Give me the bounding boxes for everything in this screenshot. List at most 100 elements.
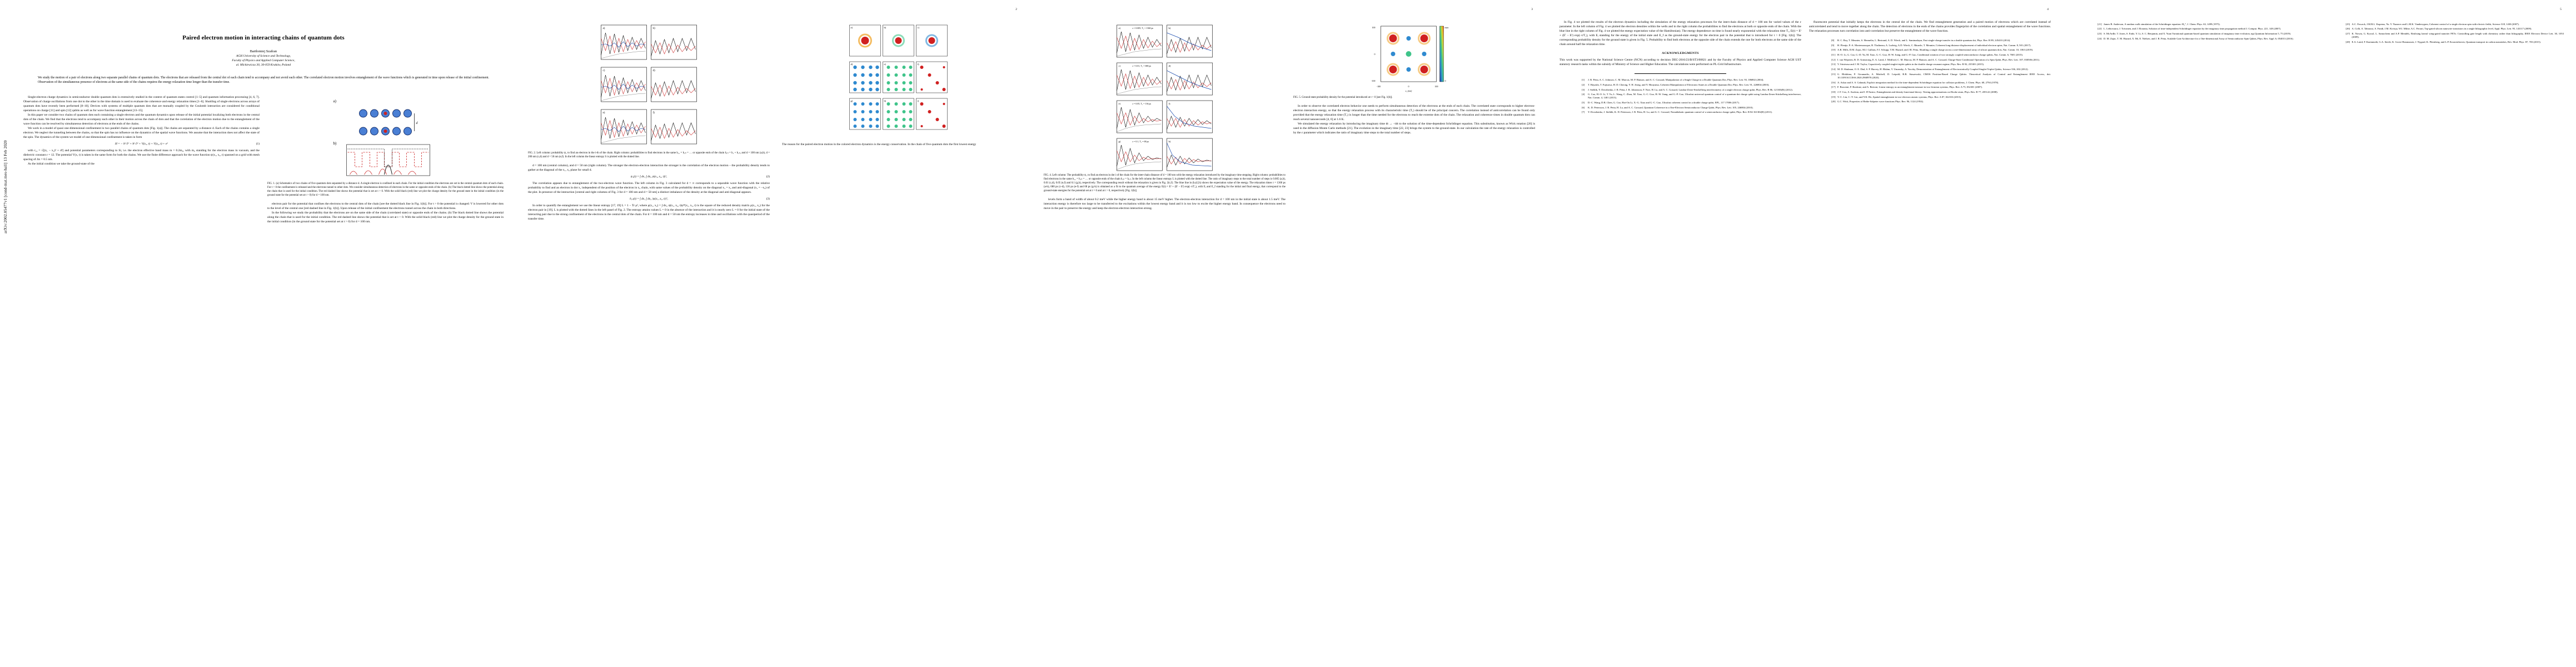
svg-text:g): g) bbox=[1119, 140, 1121, 143]
page-3: 3 a) ε = 0.005, T₁ = 1360 ps bbox=[1032, 0, 1547, 667]
svg-text:0: 0 bbox=[1408, 85, 1409, 88]
equation-2: ψ₁(t) = ∫ dx₁ ∫ dx₂ ψ(x₁, x₂, t)|², (2) bbox=[630, 175, 770, 178]
page-number: 2 bbox=[1015, 8, 1017, 11]
paragraph: In order to quantify the entanglement we… bbox=[528, 203, 770, 221]
figure-1-graphic: a) bbox=[267, 97, 504, 180]
figure-2-caption: FIG. 2. Left column: probability ψ₁ to f… bbox=[528, 152, 770, 158]
reference-item: [3] J. Stehlik, Y. Dovzhenko, J. R. Petta… bbox=[1582, 88, 1793, 91]
svg-text:e): e) bbox=[884, 63, 886, 66]
colorbar-min-label: 0 bbox=[1445, 79, 1446, 82]
svg-text:h): h) bbox=[1169, 140, 1171, 143]
paragraph: levels form a band of width of about 0.2… bbox=[1044, 197, 1285, 210]
svg-text:c): c) bbox=[1119, 64, 1121, 67]
paragraph: electron pair for the potential that con… bbox=[267, 202, 504, 210]
page1-column-2: a) bbox=[267, 95, 504, 224]
reference-list-part2: [8] B. C. Roy, T. Meunier, S. Hermelin, L… bbox=[1809, 39, 2051, 104]
paragraph: The correlation appears due to entanglem… bbox=[528, 181, 770, 194]
paragraph: Single-electron charge dynamics in semic… bbox=[23, 95, 260, 112]
reference-item: [16] A. Askar and A. S. Cakmak, Explicit … bbox=[1831, 81, 1999, 84]
svg-text:f): f) bbox=[653, 112, 655, 115]
rule-divider bbox=[1634, 73, 1727, 74]
reference-item: [19] Y.-C. Lin, C.-Y. Lin, and Y.K. Ho, S… bbox=[1831, 95, 1962, 98]
paragraph: The reason for the paired electron motio… bbox=[782, 143, 976, 146]
svg-text:e): e) bbox=[1119, 102, 1121, 105]
page-number: 4 bbox=[2047, 8, 2049, 11]
svg-text:f): f) bbox=[1169, 102, 1171, 105]
svg-text:100: 100 bbox=[1372, 26, 1376, 29]
reference-item: [18] J. F. Cox, A. Szafran, and I. D'Amic… bbox=[1831, 91, 1998, 94]
reference-item: [5] D.-C. Wang, D.B. Chen, G. Cao, Hai-Ou… bbox=[1582, 101, 1740, 104]
reference-item: [13] V. Srinivasa and J. M. Taylor, Capac… bbox=[1831, 63, 1985, 66]
author-name: Bartłomiej Szafran bbox=[250, 49, 277, 53]
equation-3: h₁ₙ(t) = ∫ dx₁ ∫ dx₂ |ψ(x₁, x₂, t)|², (3… bbox=[630, 197, 770, 201]
reference-item: [26] A. Colli, A. Taboussi, A. Fandi, J.M… bbox=[2345, 27, 2532, 31]
dot-chain-lower bbox=[359, 127, 412, 136]
reference-list-part4: [25] A.C. Fowack, J.M.R.L. Kuperus, Yu. V… bbox=[2324, 23, 2564, 44]
svg-text:d): d) bbox=[653, 69, 656, 72]
paragraph: In Fig. 4 we plotted the results of the … bbox=[1559, 21, 1801, 47]
reference-item: [24] D. M. Zajac, T. M. Hazard, X. Mi, E.… bbox=[2097, 37, 2294, 40]
equation-1: H = − ħ² ∂² + ħ² ∂² + V(x₁, t) + V(x₂, t… bbox=[114, 142, 260, 146]
svg-text:h): h) bbox=[884, 99, 886, 102]
reference-item: [10] A.R. Mills, D.M. Zajac, M.J. Gullans… bbox=[1831, 48, 2034, 52]
reference-list-part1: [1] J. R. Petta, A. C. Johnson, C. M. Mar… bbox=[1559, 78, 1801, 115]
page2-column-2: a) b) c) bbox=[778, 20, 1019, 221]
figure-5-caption: FIG. 5. Ground-state probability density… bbox=[1293, 96, 1393, 99]
svg-text:x₁ (nm): x₁ (nm) bbox=[1405, 89, 1412, 92]
svg-text:ε = 0.05, T₁ = 136 ps: ε = 0.05, T₁ = 136 ps bbox=[1133, 102, 1152, 106]
fig3-panels: a) b) c) bbox=[849, 24, 948, 130]
dot-chain-upper bbox=[359, 109, 412, 118]
svg-text:e): e) bbox=[603, 112, 605, 115]
figure-2-graphic: a) b) c) bbox=[528, 22, 770, 150]
figure-5-graphic: max 0 -100 0 100 x₁ (nm) 100 0 -100 bbox=[1293, 22, 1535, 94]
svg-text:d): d) bbox=[1169, 64, 1171, 67]
paragraph: d = 100 nm (central column), and d = 50 … bbox=[528, 163, 770, 172]
svg-text:0: 0 bbox=[1374, 53, 1376, 56]
paragraph: We work in a model of quasi one-dimensio… bbox=[23, 127, 260, 140]
page-number: 3 bbox=[1531, 8, 1533, 11]
reference-item: [12] I. van Weperen, B. D. Armstrong, E. … bbox=[1831, 58, 2040, 61]
page3-column-2: max 0 -100 0 100 x₁ (nm) 100 0 -100 FIG.… bbox=[1293, 20, 1535, 211]
svg-text:g): g) bbox=[851, 99, 853, 102]
reference-item: [14] M. D. Shulman, O. E. Dial, S. P. Har… bbox=[1831, 68, 2029, 71]
page-2: 2 a) bbox=[516, 0, 1032, 667]
svg-text:a): a) bbox=[851, 26, 853, 29]
page5-column-1: [21] James B. Anderson, A random walk sim… bbox=[2075, 20, 2316, 47]
section-acknowledgments: ACKNOWLEDGMENTS bbox=[1662, 52, 1699, 56]
paragraph: We simulated the energy relaxation by in… bbox=[1293, 122, 1535, 135]
page-1: arXiv:2002.05477v1 [cond-mat.mes-hall] 1… bbox=[0, 0, 516, 667]
abstract: We study the motion of a pair of electro… bbox=[38, 76, 489, 84]
figure-1-caption: FIG. 1. (a) Schematics of two chains of … bbox=[267, 182, 504, 197]
paragraph: This work was supported by the National … bbox=[1559, 58, 1801, 67]
paragraph: As the initial condition we take the gro… bbox=[28, 162, 94, 166]
svg-text:a): a) bbox=[1119, 27, 1121, 29]
page2-column-1: a) b) c) bbox=[528, 20, 770, 221]
reference-item: [8] B. C. Roy, T. Meunier, S. Hermelin, L… bbox=[1831, 39, 2011, 42]
reference-item: [20] G.C. Wick, Properties of Bethe-Salpe… bbox=[1831, 100, 1924, 103]
reference-item: [4] G. Cao, H.-O. Li, T. Tu, L. Wang, C. … bbox=[1582, 93, 1801, 99]
reference-item: [7] Y. Dovzhenko, J. Stehlik, K. D. Peter… bbox=[1582, 111, 1773, 114]
page5-column-2: [25] A.C. Fowack, J.M.R.L. Kuperus, Yu. V… bbox=[2324, 20, 2564, 47]
figure-4-graphic: a) ε = 0.005, T₁ = 1360 ps b) c) bbox=[1044, 22, 1285, 172]
reference-item: [28] E.A. Laird, F. Kuemmeth, G.A. Steele… bbox=[2345, 40, 2541, 43]
svg-text:b): b) bbox=[653, 27, 656, 30]
page3-column-1: a) ε = 0.005, T₁ = 1360 ps b) c) bbox=[1044, 20, 1285, 211]
reference-item: [17] F. Buscemi, P. Bordone, and A. Berto… bbox=[1831, 86, 1983, 89]
paragraph: In the following we study the probabilit… bbox=[267, 211, 504, 223]
figure-4-caption: FIG. 4. Left column: The probability ψ₁ … bbox=[1044, 174, 1285, 192]
svg-text:a): a) bbox=[333, 99, 337, 103]
svg-text:-100: -100 bbox=[1377, 85, 1381, 88]
svg-text:c): c) bbox=[603, 69, 605, 72]
reference-item: [9] H. Flentje, P.-A. Mortemousque, R. Th… bbox=[1831, 43, 2031, 47]
page4-column-2: fluorescent potential that initially kee… bbox=[1809, 20, 2051, 117]
affiliation: AGH University of Science and Technology… bbox=[232, 54, 295, 67]
paragraph: In this paper we consider two chains of … bbox=[23, 113, 260, 126]
reference-item: [15] G. Blokhina, P. Giounanlis, A. Mitch… bbox=[1831, 72, 2051, 79]
svg-text:ε = 0.01, T₁ = 680 ps: ε = 0.01, T₁ = 680 ps bbox=[1133, 64, 1152, 68]
potential-plot bbox=[346, 144, 430, 176]
svg-text:d: d bbox=[416, 122, 418, 125]
page-4: 4 In Fig. 4 we plotted the results of th… bbox=[1547, 0, 2063, 667]
reference-item: [22] L. Lehtovaara, J. Toivanen, and J. E… bbox=[2097, 27, 2281, 31]
page-number: 5 bbox=[2560, 8, 2562, 11]
svg-text:d): d) bbox=[851, 63, 853, 66]
